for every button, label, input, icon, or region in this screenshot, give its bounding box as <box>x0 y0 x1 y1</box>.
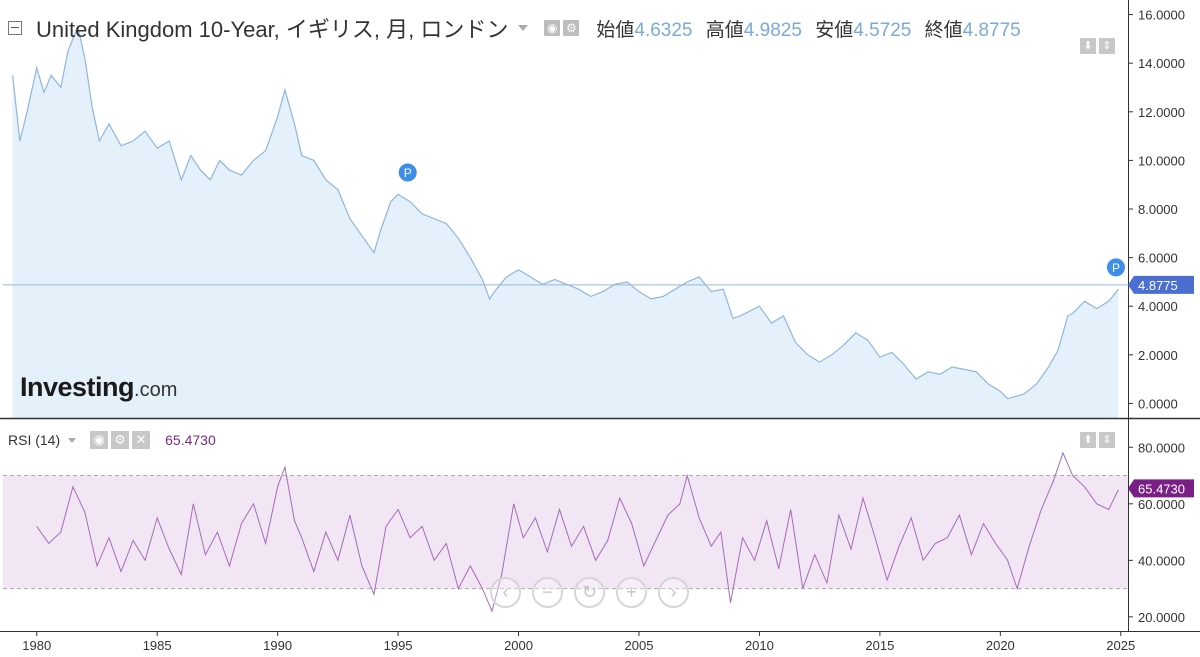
high-label: 高値 <box>705 19 744 41</box>
x-label-6: 2010 <box>745 638 774 653</box>
rsi-value: 65.4730 <box>165 432 216 448</box>
rsi-value-tag-text: 65.4730 <box>1138 481 1185 496</box>
reset-icon[interactable]: ↻ <box>574 577 605 608</box>
rsi-y-label-3: 20.0000 <box>1138 610 1185 625</box>
move-up-icon[interactable]: ⬆ <box>1080 432 1096 448</box>
price-area <box>12 26 1119 418</box>
rsi-y-label-2: 40.0000 <box>1138 553 1185 568</box>
marker-1: P <box>1105 257 1126 278</box>
price-y-label-0: 16.0000 <box>1138 8 1185 23</box>
logo-main: Investing <box>20 372 135 402</box>
collapse-icon[interactable] <box>8 21 22 35</box>
price-pane-buttons: ⬇ ⇕ <box>1077 38 1115 54</box>
rsi-value-tag-bg <box>1128 479 1194 498</box>
open-value: 4.6325 <box>634 19 693 41</box>
x-label-4: 2000 <box>504 638 533 653</box>
price-line <box>12 24 1119 400</box>
rsi-value-tag: 65.4730 <box>1128 479 1194 498</box>
high-value: 4.9825 <box>743 19 802 41</box>
last-price-tag-text: 4.8775 <box>1138 278 1178 293</box>
marker-0: P <box>397 162 418 183</box>
rsi-y-label-1: 60.0000 <box>1138 497 1185 512</box>
marker-circle <box>397 162 418 183</box>
rsi-name: RSI (14) <box>8 432 61 448</box>
chart-header: United Kingdom 10-Year, イギリス, 月, ロンドン ◉ … <box>8 12 1021 44</box>
rsi-y-label-0: 80.0000 <box>1138 440 1185 455</box>
x-label-9: 2025 <box>1106 638 1135 653</box>
x-label-1: 1985 <box>143 638 172 653</box>
minus-icon[interactable]: − <box>532 577 563 608</box>
chevron-down-icon[interactable] <box>68 437 77 443</box>
plus-icon[interactable]: + <box>616 577 647 608</box>
chart-navigation: ‹ − ↻ + › <box>490 577 700 608</box>
gear-icon[interactable]: ⚙ <box>563 20 580 36</box>
x-label-7: 2015 <box>865 638 894 653</box>
price-y-label-6: 4.0000 <box>1138 299 1178 314</box>
close-value: 4.8775 <box>962 19 1021 41</box>
price-y-label-2: 12.0000 <box>1138 105 1185 120</box>
x-label-3: 1995 <box>384 638 413 653</box>
chevron-left-icon[interactable]: ‹ <box>490 577 521 608</box>
investing-logo: Investing.com <box>20 372 177 403</box>
rsi-pane-buttons: ⬆ ⇕ <box>1077 432 1115 448</box>
visibility-icon[interactable]: ◉ <box>90 431 109 449</box>
visibility-icon[interactable]: ◉ <box>544 20 561 36</box>
open-label: 始値 <box>596 19 635 41</box>
x-label-8: 2020 <box>986 638 1015 653</box>
close-icon[interactable]: ✕ <box>132 431 151 449</box>
price-chart[interactable]: PP <box>3 24 1128 418</box>
expand-icon[interactable]: ⇕ <box>1099 432 1115 448</box>
rsi-band <box>3 475 1128 589</box>
rsi-chart[interactable] <box>3 451 1128 613</box>
x-label-0: 1980 <box>22 638 51 653</box>
last-price-tag-bg <box>1128 275 1194 294</box>
price-y-label-3: 10.0000 <box>1138 153 1185 168</box>
logo-suffix: .com <box>134 379 178 401</box>
rsi-line <box>36 451 1119 613</box>
x-label-5: 2005 <box>625 638 654 653</box>
low-value: 4.5725 <box>853 19 912 41</box>
x-label-2: 1990 <box>263 638 292 653</box>
price-y-label-5: 6.0000 <box>1138 251 1178 266</box>
marker-circle <box>1105 257 1126 278</box>
price-y-label-7: 2.0000 <box>1138 348 1178 363</box>
marker-label: P <box>1112 261 1120 275</box>
low-label: 安値 <box>815 19 854 41</box>
rsi-header: RSI (14) ◉ ⚙ ✕ 65.4730 <box>8 430 216 450</box>
chevron-down-icon[interactable] <box>518 25 529 31</box>
chart-title: United Kingdom 10-Year, イギリス, 月, ロンドン <box>36 17 509 42</box>
marker-label: P <box>404 166 412 180</box>
close-label: 終値 <box>924 19 963 41</box>
last-price-tag: 4.8775 <box>1128 275 1194 294</box>
price-y-label-4: 8.0000 <box>1138 202 1178 217</box>
expand-icon[interactable]: ⇕ <box>1099 38 1115 54</box>
move-down-icon[interactable]: ⬇ <box>1080 38 1096 54</box>
ohlc-readout: 始値4.6325 高値4.9825 安値4.5725 終値4.8775 <box>588 15 1020 42</box>
chevron-right-icon[interactable]: › <box>658 577 689 608</box>
price-y-label-8: 0.0000 <box>1138 396 1178 411</box>
gear-icon[interactable]: ⚙ <box>111 431 130 449</box>
price-y-label-1: 14.0000 <box>1138 56 1185 71</box>
